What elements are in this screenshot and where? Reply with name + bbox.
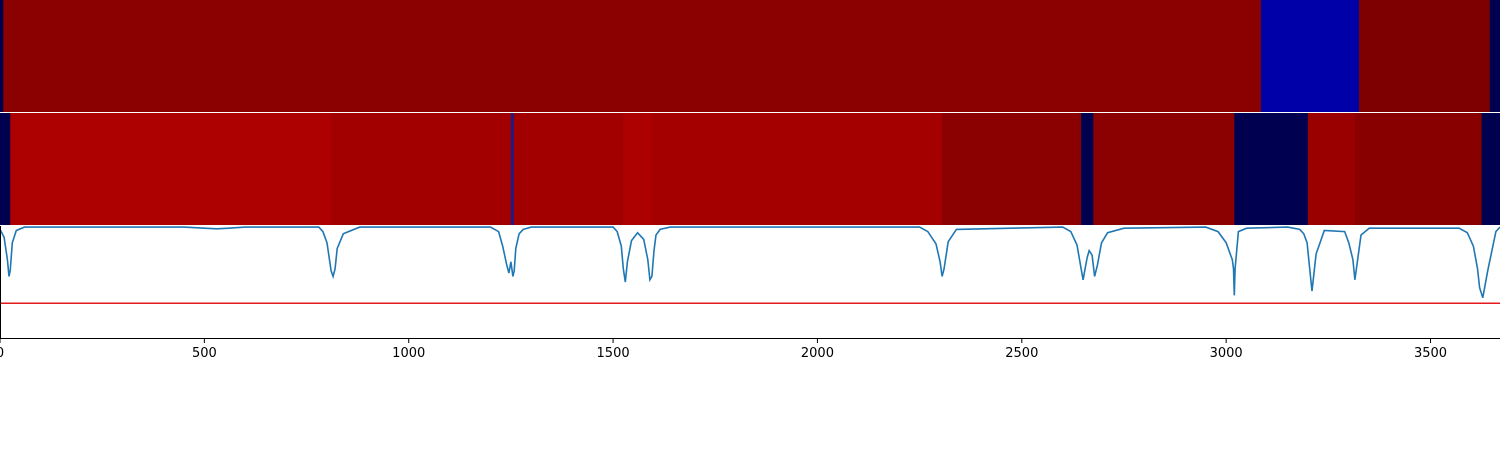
line-panel-background xyxy=(0,226,1500,338)
heatmap-cell xyxy=(1081,113,1094,225)
heatmap-cell xyxy=(1260,0,1360,112)
heatmap-cell xyxy=(10,113,332,225)
heatmap-cell xyxy=(1358,0,1491,112)
x-tick-label: 2500 xyxy=(1005,346,1038,361)
heatmap-cell xyxy=(1307,113,1356,225)
x-tick-label: 3000 xyxy=(1210,346,1243,361)
heatmap-cell xyxy=(3,0,1262,112)
x-tick-label: 0 xyxy=(0,346,4,361)
heatmap-cell xyxy=(1354,113,1483,225)
heatmap-cell xyxy=(651,113,943,225)
heatmap-cell xyxy=(942,113,1082,225)
heatmap-cell xyxy=(1481,113,1500,225)
x-tick-label: 2000 xyxy=(801,346,834,361)
x-tick-label: 1000 xyxy=(392,346,425,361)
x-tick-label: 3500 xyxy=(1414,346,1447,361)
heatmap-cell xyxy=(1489,0,1500,112)
line-panel: 0 500 1000 1500 2000 2500 3000 3500 xyxy=(0,226,1500,361)
series-line xyxy=(0,226,1500,298)
heatmap-cell xyxy=(0,0,4,112)
heatmap-cell xyxy=(1234,113,1309,225)
heatmap-cell xyxy=(0,113,11,225)
heatmap-cell xyxy=(513,113,624,225)
heatmap-cell xyxy=(510,113,515,225)
x-tick-label: 500 xyxy=(192,346,217,361)
heatmap-cell xyxy=(623,113,653,225)
heatmap-top xyxy=(0,0,1500,112)
heatmap-middle xyxy=(0,113,1500,225)
heatmap-cell xyxy=(1093,113,1235,225)
x-tick-label: 1500 xyxy=(597,346,630,361)
x-ticks: 0 500 1000 1500 2000 2500 3000 3500 xyxy=(0,338,1447,361)
heatmap-cell xyxy=(331,113,512,225)
